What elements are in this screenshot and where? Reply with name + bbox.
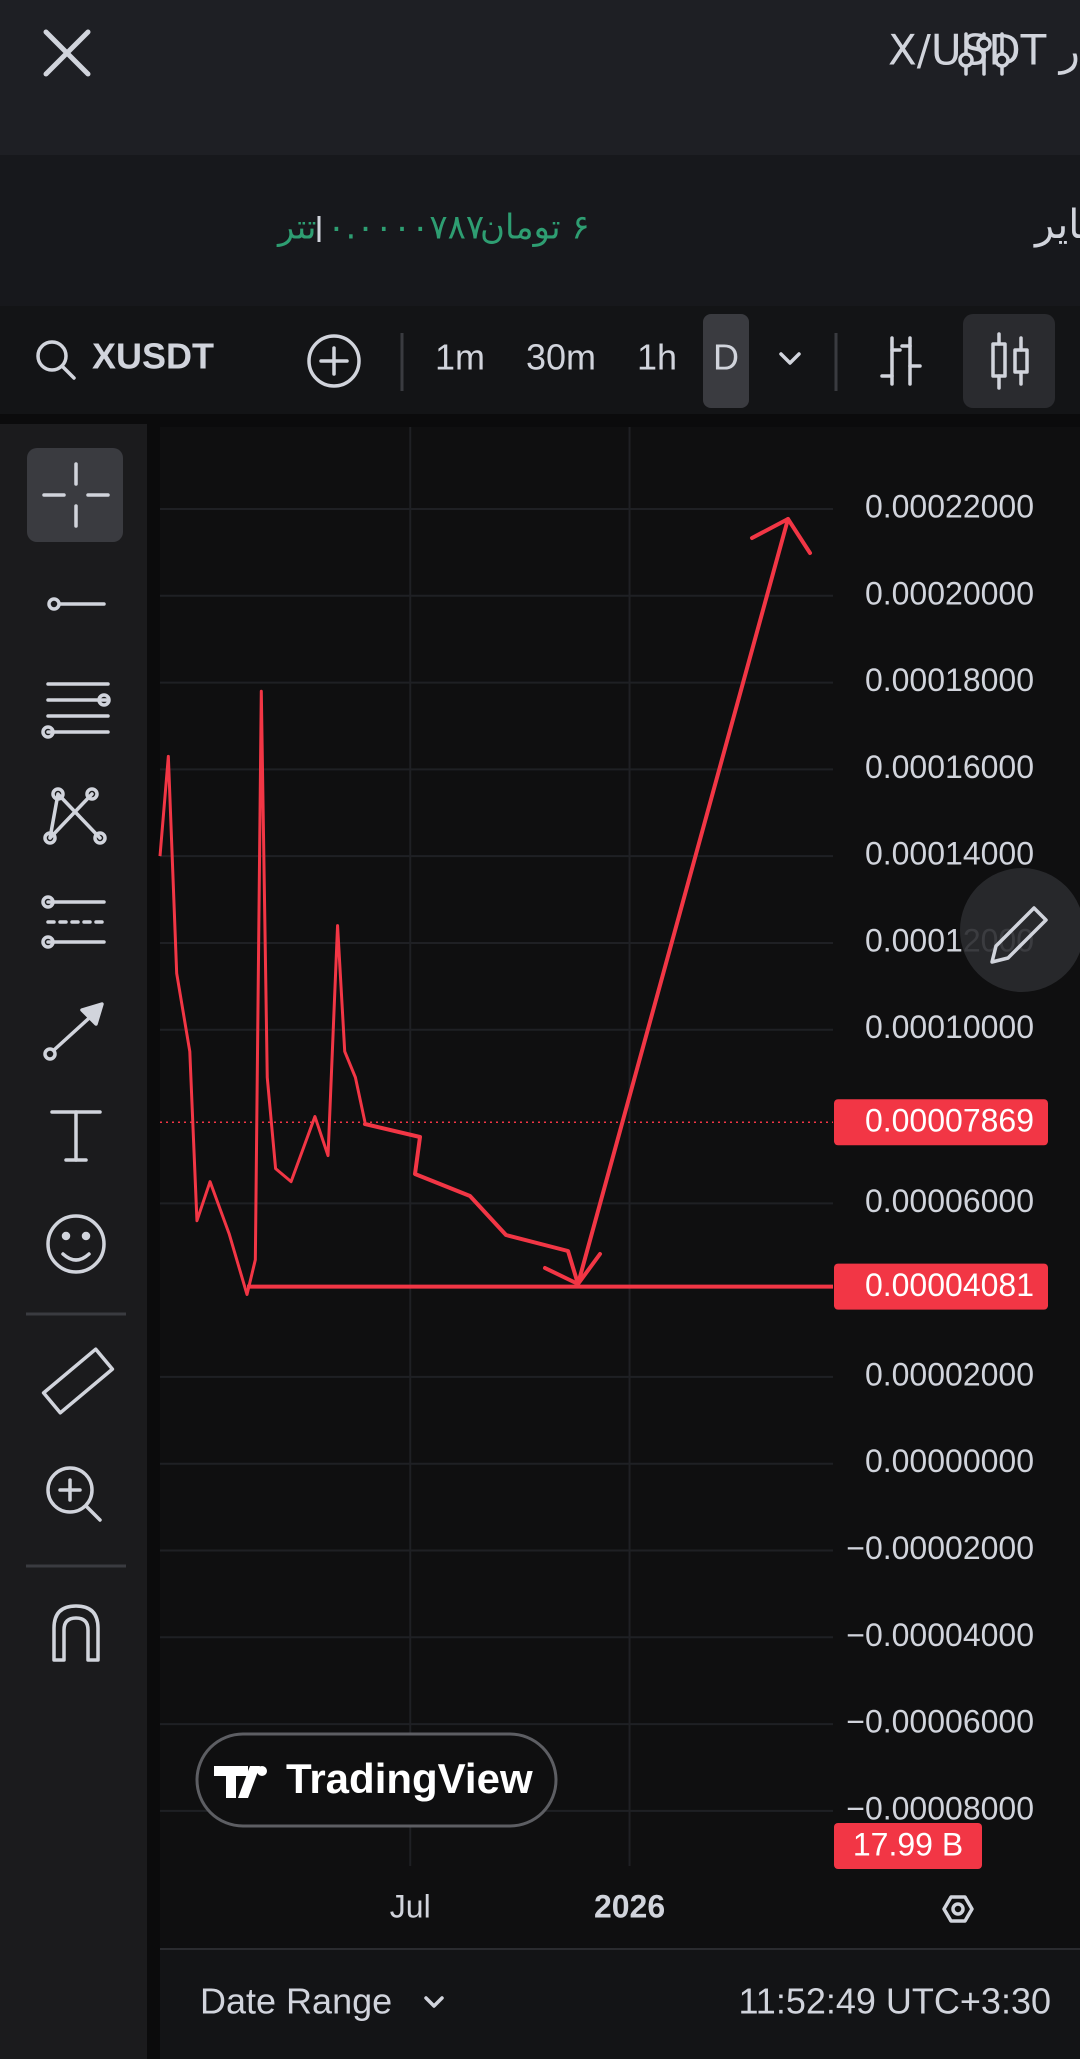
tool-icons bbox=[41, 462, 115, 1662]
y-tick-label: 0.00018000 bbox=[865, 662, 1034, 698]
y-tick-label: 0.00014000 bbox=[865, 836, 1034, 872]
interval[interactable]: 1h bbox=[637, 337, 677, 378]
price-usdt: ۰.۰۰۰۰۷۸۷ تتر bbox=[276, 208, 484, 248]
chart-panel bbox=[160, 427, 1080, 1949]
symbol[interactable]: XUSDT bbox=[92, 336, 214, 377]
axis-settings-dot bbox=[951, 1902, 965, 1916]
pencil-icon bbox=[990, 906, 1048, 964]
watermark-logo-dot bbox=[257, 1766, 267, 1776]
drawn-annotations bbox=[363, 517, 812, 1286]
crosshair-tool-active[interactable] bbox=[27, 448, 123, 542]
y-tick-label: −0.00002000 bbox=[846, 1530, 1034, 1566]
drawing-toolbar bbox=[0, 424, 147, 2059]
y-tick-label: 0.00002000 bbox=[865, 1356, 1034, 1392]
market-band bbox=[0, 155, 1080, 306]
interval[interactable]: D bbox=[713, 337, 739, 378]
x-tick-label: 2026 bbox=[594, 1888, 665, 1924]
y-tick-label: −0.00008000 bbox=[846, 1790, 1034, 1826]
watermark-logo bbox=[214, 1766, 260, 1798]
price-line bbox=[158, 689, 367, 1296]
top-bar bbox=[0, 0, 1080, 155]
chart-toolbar bbox=[0, 306, 1080, 414]
date-range[interactable]: Date Range bbox=[200, 1981, 392, 2022]
volume-label-box bbox=[834, 1823, 982, 1869]
y-tick-label: 0.00020000 bbox=[865, 575, 1034, 611]
watermark-badge bbox=[195, 1732, 558, 1828]
price-label-box bbox=[834, 1099, 1048, 1146]
y-tick-label: 0.00022000 bbox=[865, 488, 1034, 524]
y-tick-label: 0.00010000 bbox=[865, 1009, 1034, 1045]
x-tick-label: Jul bbox=[390, 1888, 431, 1924]
y-tick-label: −0.00004000 bbox=[846, 1617, 1034, 1653]
candle-style-active[interactable] bbox=[963, 314, 1055, 408]
interval-active bbox=[703, 314, 749, 408]
watermark-text: TradingView bbox=[286, 1755, 533, 1802]
price-toman: ۶ تومان bbox=[480, 208, 590, 248]
candle-style-icon bbox=[991, 332, 1029, 390]
volume-label: 17.99 B bbox=[853, 1826, 963, 1862]
y-tick-label: −0.00006000 bbox=[846, 1704, 1034, 1740]
interval[interactable]: 1m bbox=[435, 337, 485, 378]
date-range-dropdown[interactable] bbox=[424, 1996, 444, 2008]
interval-dropdown[interactable] bbox=[779, 352, 801, 365]
interval[interactable]: 30m bbox=[526, 337, 596, 378]
close-button[interactable] bbox=[43, 29, 91, 77]
search-icon[interactable] bbox=[36, 340, 76, 380]
price-label-box bbox=[834, 1263, 1048, 1310]
market-name: ایکس امپایر bbox=[1033, 202, 1080, 248]
price-label: 0.00007869 bbox=[865, 1103, 1034, 1139]
y-tick-label: 0.00000000 bbox=[865, 1443, 1034, 1479]
settings-button[interactable] bbox=[958, 32, 1010, 76]
bar-style-icon[interactable] bbox=[880, 336, 922, 386]
price-label: 0.00004081 bbox=[865, 1267, 1034, 1303]
y-tick-label: 0.00016000 bbox=[865, 749, 1034, 785]
clock: 11:52:49 UTC+3:30 bbox=[738, 1981, 1051, 2022]
add-symbol[interactable] bbox=[307, 334, 361, 388]
y-tick-label: 0.00006000 bbox=[865, 1183, 1034, 1219]
draw-button[interactable] bbox=[960, 868, 1080, 992]
footer-bar bbox=[160, 1949, 1080, 2059]
axis-settings[interactable] bbox=[942, 1895, 974, 1923]
